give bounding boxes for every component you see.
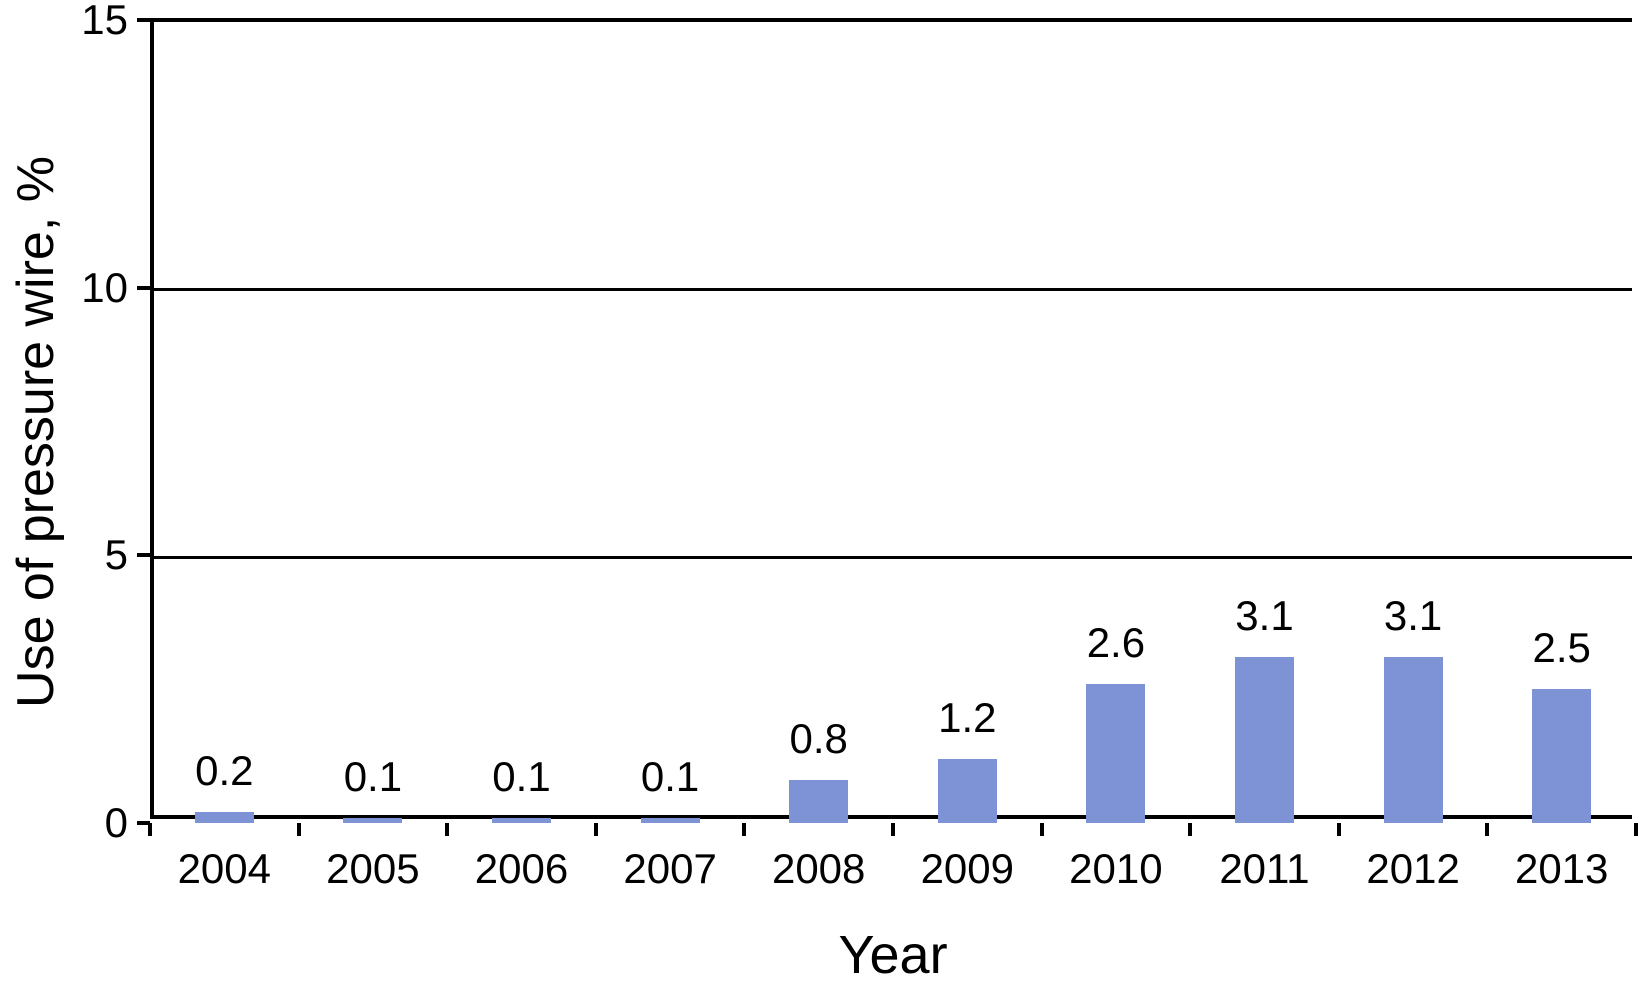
x-axis-tick xyxy=(593,823,598,836)
x-axis-tick xyxy=(445,823,450,836)
gridline-y-10 xyxy=(154,288,1632,292)
y-axis-tick xyxy=(137,18,150,22)
bar-value-label-2009: 1.2 xyxy=(938,693,997,741)
bar-2006 xyxy=(492,817,551,823)
y-axis-tick xyxy=(137,285,150,290)
bar-value-label-2005: 0.1 xyxy=(343,752,403,800)
x-category-label-2005: 2005 xyxy=(326,845,420,892)
x-axis-tick xyxy=(1336,823,1341,836)
y-axis-tick xyxy=(137,821,150,825)
bar-value-label-2013: 2.5 xyxy=(1532,624,1591,672)
x-axis-tick xyxy=(1485,823,1490,836)
x-category-label-2013: 2013 xyxy=(1514,845,1609,892)
x-axis-tick xyxy=(1188,823,1193,836)
x-category-label-2008: 2008 xyxy=(771,845,866,892)
y-tick-label: 15 xyxy=(81,0,128,43)
gridline-y-5 xyxy=(154,555,1632,559)
bar-2010 xyxy=(1086,683,1146,823)
x-category-label-2012: 2012 xyxy=(1366,845,1460,892)
bar-2013 xyxy=(1532,689,1592,823)
y-tick-label: 5 xyxy=(104,531,128,579)
bar-value-label-2006: 0.1 xyxy=(492,752,551,800)
x-axis-tick xyxy=(296,823,301,836)
x-category-label-2004: 2004 xyxy=(177,845,272,892)
x-axis-tick xyxy=(148,823,152,836)
bar-value-label-2008: 0.8 xyxy=(789,715,848,763)
bar-value-label-2004: 0.2 xyxy=(195,747,254,795)
y-tick-label: 0 xyxy=(104,799,128,846)
bar-value-label-2011: 3.1 xyxy=(1235,592,1294,640)
y-axis-tick xyxy=(137,553,150,558)
bar-value-label-2012: 3.1 xyxy=(1383,592,1443,640)
x-axis-tick xyxy=(742,823,747,836)
x-category-label-2010: 2010 xyxy=(1069,845,1163,892)
bar-value-label-2007: 0.1 xyxy=(640,752,700,800)
y-tick-label: 10 xyxy=(81,263,128,311)
bar-2007 xyxy=(640,817,700,823)
x-category-label-2011: 2011 xyxy=(1219,845,1310,892)
x-axis-title: Year xyxy=(838,925,948,985)
x-category-label-2009: 2009 xyxy=(920,845,1015,892)
x-axis-tick xyxy=(1039,823,1044,836)
bar-value-label-2010: 2.6 xyxy=(1086,618,1146,666)
y-axis-title: Use of pressure wire, % xyxy=(7,156,65,708)
x-axis-tick xyxy=(1634,823,1638,836)
bar-2009 xyxy=(937,758,997,823)
bar-2005 xyxy=(343,817,403,823)
x-axis-tick xyxy=(891,823,895,836)
bar-2008 xyxy=(789,780,849,823)
x-category-label-2007: 2007 xyxy=(623,845,717,892)
bar-2011 xyxy=(1235,657,1294,823)
plot-area xyxy=(150,18,1632,819)
bar-2012 xyxy=(1383,657,1443,823)
x-category-label-2006: 2006 xyxy=(474,845,569,892)
bar-2004 xyxy=(194,812,254,823)
